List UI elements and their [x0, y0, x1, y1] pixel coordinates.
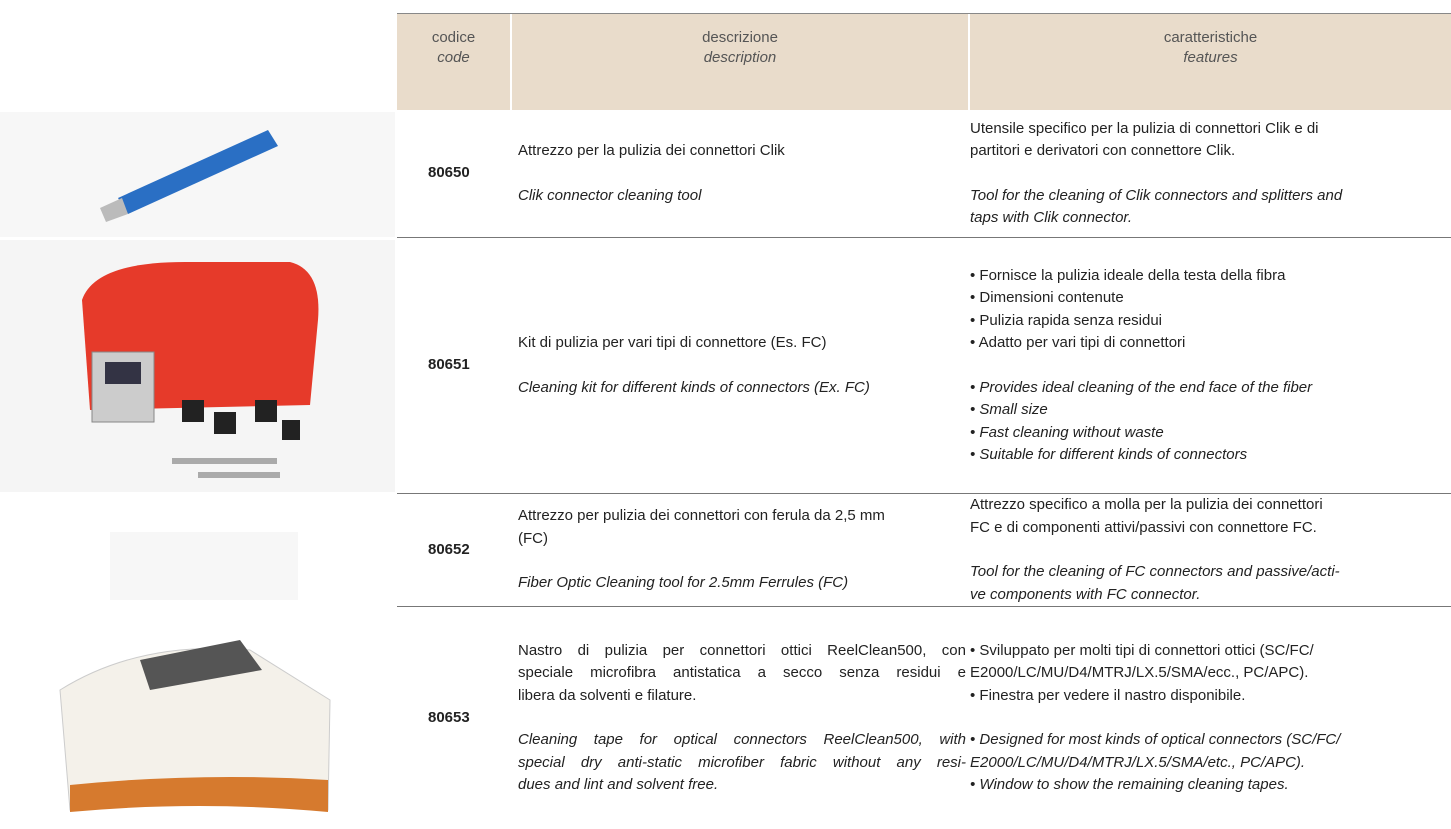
header-cell: codice code [397, 14, 510, 110]
header-it: codice [431, 29, 476, 46]
features-cell: Attrezzo specifico a molla per la pulizi… [968, 494, 1451, 606]
description-en: Clik connector cleaning tool [518, 185, 966, 208]
text-line: Tool for the cleaning of Clik connectors… [970, 186, 1343, 204]
text-line: • Small size [970, 401, 1048, 418]
text-line: • Designed for most kinds of optical con… [970, 731, 1341, 748]
text-line: Kit di pulizia per vari tipi di connetto… [518, 334, 827, 351]
text-line: dues and lint and solvent free. [518, 776, 719, 793]
description-en: Cleaning kit for different kinds of conn… [518, 377, 966, 400]
text-line: partitori e derivatori con connettore Cl… [970, 142, 1236, 159]
fc-tool-image [110, 532, 298, 600]
text-line: Nastro di pulizia per connettori ottici … [518, 641, 966, 659]
code-cell: 80653 [397, 607, 510, 829]
description-en: Fiber Optic Cleaning tool for 2.5mm Ferr… [518, 572, 966, 595]
text-line: Attrezzo per pulizia dei connettori con … [518, 507, 885, 525]
text-line: (FC) [518, 529, 548, 547]
header-it: caratteristiche [1163, 29, 1258, 46]
table-row: 80652 Attrezzo per pulizia dei connettori… [397, 494, 1451, 607]
text-line: Utensile specifico per la pulizia di con… [970, 119, 1319, 137]
description-cell: Nastro di pulizia per connettori ottici … [510, 607, 968, 829]
text-line: Cleaning kit for different kinds of conn… [518, 378, 870, 396]
text-line: • Fast cleaning without waste [970, 423, 1164, 441]
text-line: Fiber Optic Cleaning tool for 2.5mm Ferr… [518, 574, 849, 592]
text-line: • Window to show the remaining cleaning … [970, 776, 1289, 793]
description-cell: Kit di pulizia per vari tipi di connetto… [510, 238, 968, 493]
text-line: libera da solventi e filature. [518, 686, 697, 704]
code-cell: 80650 [397, 110, 510, 237]
code-cell: 80652 [397, 494, 510, 606]
description-en: Cleaning tape for optical connectors Ree… [518, 729, 966, 797]
table-row: 80653 Nastro di pulizia per connettori ot… [397, 607, 1451, 829]
header-cell: caratteristiche features [968, 14, 1451, 110]
features-it: • Fornisce la pulizia ideale della testa… [970, 265, 1451, 355]
text-line: E2000/LC/MU/D4/MTRJ/LX.5/SMA/ecc., PC/AP… [970, 664, 1309, 681]
text-line: ve components with FC connector. [970, 585, 1201, 603]
description-it: Kit di pulizia per vari tipi di connetto… [518, 332, 966, 355]
features-it: • Sviluppato per molti tipi di connettor… [970, 640, 1451, 708]
description-it: Attrezzo per pulizia dei connettori con … [518, 505, 966, 550]
features-en: • Designed for most kinds of optical con… [970, 729, 1451, 797]
header-en: code [437, 49, 470, 66]
description-it: Attrezzo per la pulizia dei connettori C… [518, 140, 966, 163]
features-cell: • Fornisce la pulizia ideale della testa… [968, 238, 1451, 493]
text-line: taps with Clik connector. [970, 209, 1133, 226]
features-cell: • Sviluppato per molti tipi di connettor… [968, 607, 1451, 829]
cleaning-kit-image [0, 240, 395, 492]
product-code: 80652 [428, 540, 470, 558]
table-body: 80650 Attrezzo per la pulizia dei connett… [397, 110, 1451, 829]
features-en: Tool for the cleaning of Clik connectors… [970, 185, 1451, 230]
product-code: 80650 [428, 164, 470, 182]
product-code: 80651 [428, 356, 470, 374]
features-cell: Utensile specifico per la pulizia di con… [968, 110, 1451, 237]
text-line: • Provides ideal cleaning of the end fac… [970, 378, 1313, 396]
text-line: speciale microfibra antistatica a secco … [518, 664, 966, 681]
description-it: Nastro di pulizia per connettori ottici … [518, 640, 966, 708]
features-en: • Provides ideal cleaning of the end fac… [970, 377, 1451, 467]
header-cell: descrizione description [510, 14, 968, 110]
table-row: 80651 Kit di pulizia per vari tipi di con… [397, 238, 1451, 494]
product-images [0, 112, 395, 812]
features-it: Utensile specifico per la pulizia di con… [970, 118, 1451, 163]
text-line: special dry anti-static microfiber fabri… [518, 753, 966, 771]
header-en: features [1183, 49, 1238, 66]
features-en: Tool for the cleaning of FC connectors a… [970, 561, 1451, 606]
text-line: • Suitable for different kinds of connec… [970, 446, 1248, 463]
text-line: • Adatto per vari tipi di connettori [970, 334, 1186, 351]
reelclean-image [59, 640, 331, 812]
header-it: descrizione [702, 29, 778, 46]
header-en: description [703, 49, 777, 66]
header-row: codice code descrizione description caratter… [397, 14, 1451, 110]
text-line: Attrezzo specifico a molla per la pulizi… [970, 496, 1323, 513]
text-line: Clik connector cleaning tool [518, 186, 702, 204]
text-line: Attrezzo per la pulizia dei connettori C… [518, 142, 785, 159]
clik-tool-image [0, 112, 395, 237]
code-cell: 80651 [397, 238, 510, 493]
description-cell: Attrezzo per la pulizia dei connettori C… [510, 110, 968, 237]
text-line: • Finestra per vedere il nastro disponib… [970, 686, 1246, 704]
text-line: • Fornisce la pulizia ideale della testa… [970, 266, 1286, 284]
text-line: E2000/LC/MU/D4/MTRJ/LX.5/SMA/etc., PC/AP… [970, 753, 1306, 771]
product-code: 80653 [428, 708, 470, 726]
table-row: 80650 Attrezzo per la pulizia dei connett… [397, 110, 1451, 238]
text-line: FC e di componenti attivi/passivi con co… [970, 518, 1317, 536]
text-line: • Sviluppato per molti tipi di connettor… [970, 641, 1314, 659]
text-line: Cleaning tape for optical connectors Ree… [518, 731, 966, 748]
text-line: Tool for the cleaning of FC connectors a… [970, 563, 1340, 580]
text-line: • Pulizia rapida senza residui [970, 311, 1163, 329]
text-line: • Dimensioni contenute [970, 289, 1124, 306]
description-cell: Attrezzo per pulizia dei connettori con … [510, 494, 968, 606]
product-table: codice code descrizione description caratter… [397, 13, 1451, 829]
features-it: Attrezzo specifico a molla per la pulizi… [970, 494, 1451, 539]
